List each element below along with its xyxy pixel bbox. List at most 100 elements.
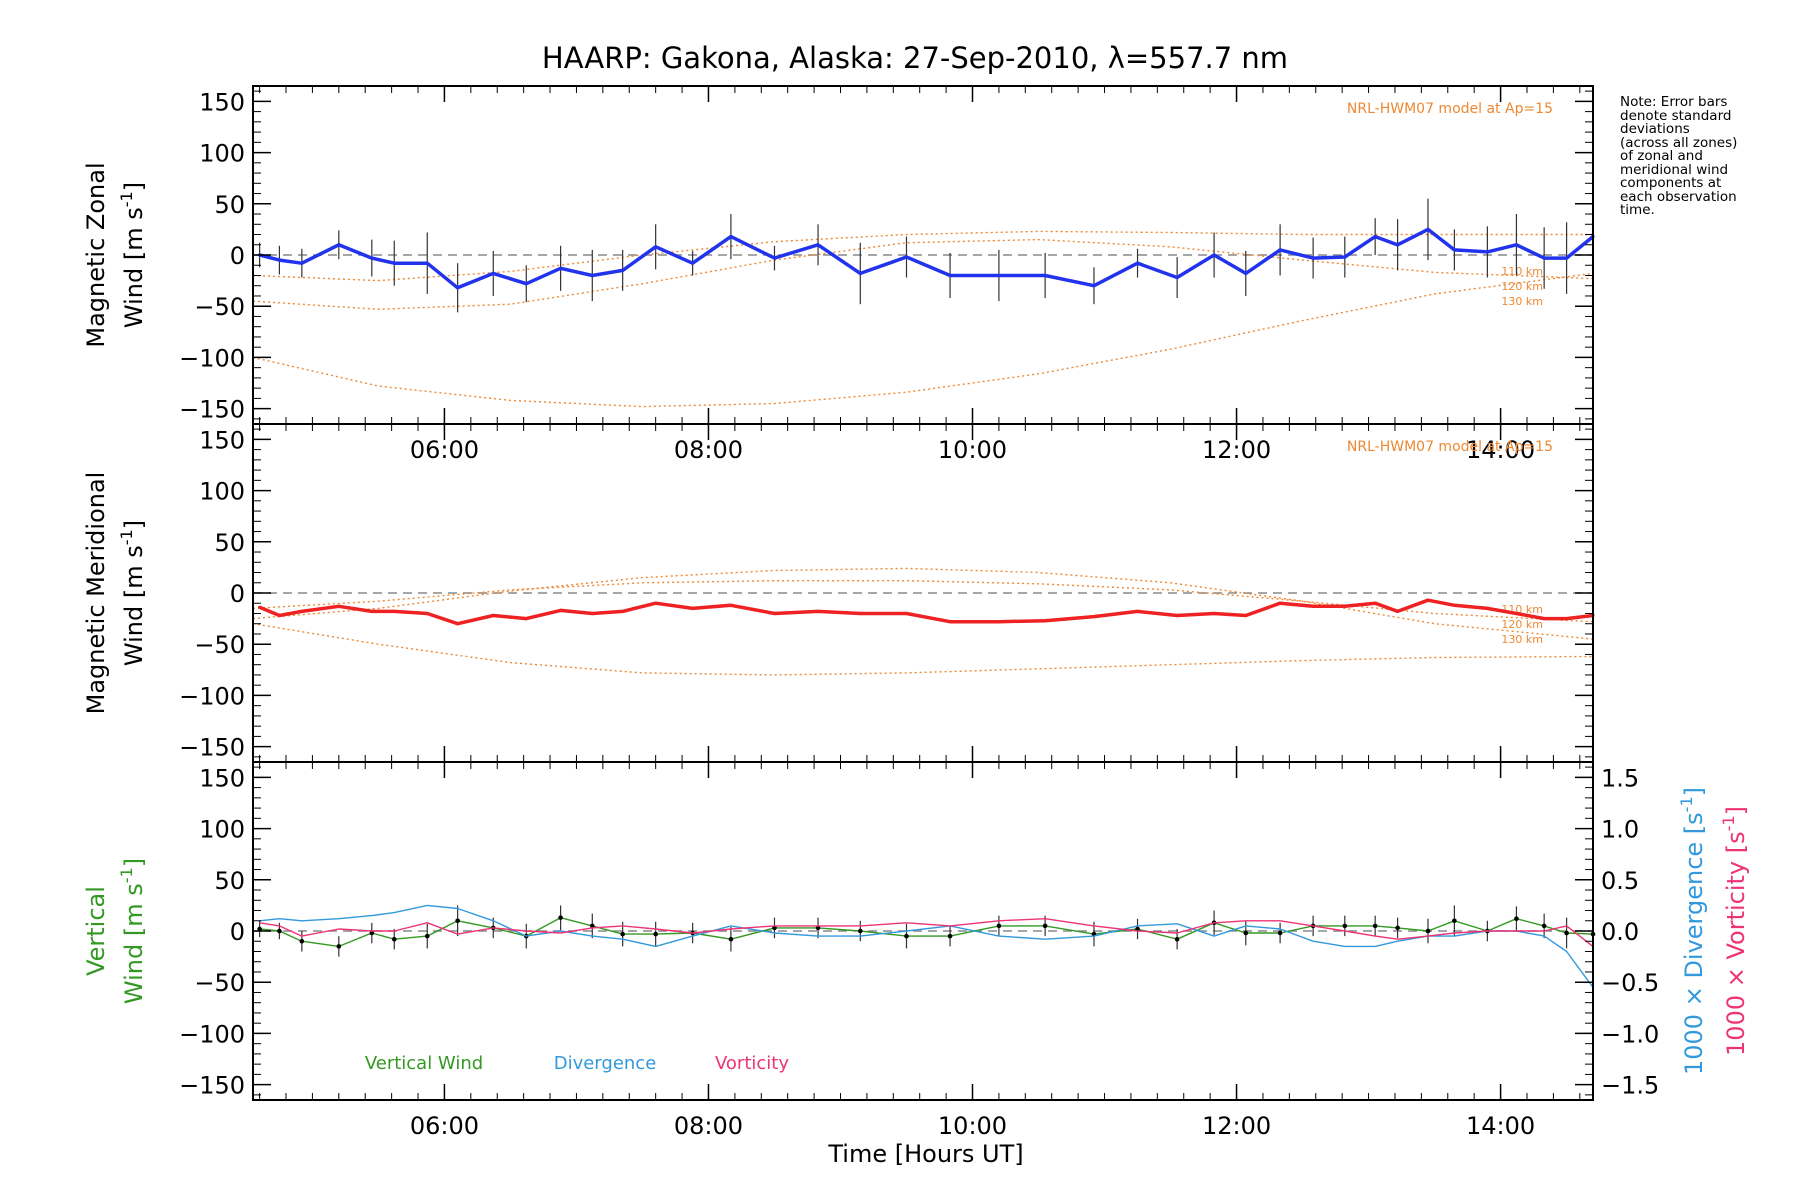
vertical-wind-point xyxy=(1174,936,1180,942)
y-axis-label-end: ] xyxy=(120,520,148,529)
x-tick-label: 12:00 xyxy=(1202,436,1271,464)
y2-divergence-label-text: 1000 × Divergence [s xyxy=(1680,812,1708,1075)
y-axis-label-text: Wind [m s xyxy=(120,207,148,328)
model-label: NRL-HWM07 model at Ap=15 xyxy=(1347,101,1553,117)
model-curve-130-km xyxy=(252,230,1593,282)
model-curve-110-km xyxy=(252,623,1594,676)
magnetic-zonal-wind-point xyxy=(816,243,820,247)
figure-title: HAARP: Gakona, Alaska: 27-Sep-2010, λ=55… xyxy=(542,41,1288,75)
magnetic-meridional-wind-point xyxy=(1373,601,1377,605)
magnetic-zonal-wind-point xyxy=(1426,227,1430,231)
magnetic-meridional-wind-point xyxy=(1426,598,1430,602)
magnetic-meridional-wind-point xyxy=(1278,601,1282,605)
magnetic-meridional-wind-point xyxy=(948,620,952,624)
y2-divergence-label-end: ] xyxy=(1680,787,1708,796)
magnetic-meridional-wind-point xyxy=(392,609,396,614)
vertical-wind-point xyxy=(391,936,397,942)
x-tick-label: 10:00 xyxy=(938,1112,1007,1140)
magnetic-zonal-wind-point xyxy=(1564,256,1569,260)
y2-tick-label: 0.0 xyxy=(1601,918,1639,946)
vertical-wind-point xyxy=(1372,923,1378,929)
model-curve-120-km xyxy=(252,238,1594,311)
y2-tick-label: 1.5 xyxy=(1601,764,1639,792)
y-axis-label-sup: -1 xyxy=(117,529,136,545)
x-tick-label: 08:00 xyxy=(674,436,743,464)
magnetic-meridional-wind-point xyxy=(300,609,304,614)
y-axis-label-text: Wind [m s xyxy=(120,545,148,666)
legend-item: Divergence xyxy=(554,1053,657,1074)
magnetic-meridional-wind-point xyxy=(691,606,695,610)
y-tick-label: 50 xyxy=(214,191,245,219)
magnetic-meridional-wind-point xyxy=(1092,614,1096,619)
model-curve-110-km xyxy=(252,272,1594,408)
vertical-wind-point xyxy=(1564,930,1569,936)
vorticity-line xyxy=(259,918,1594,947)
vertical-wind-point xyxy=(1042,923,1048,929)
vertical-wind-point xyxy=(1541,923,1547,929)
magnetic-zonal-wind-point xyxy=(370,256,374,260)
y2-vorticity-label-sup: -1 xyxy=(1719,815,1738,831)
magnetic-zonal-wind-point xyxy=(590,273,594,278)
magnetic-meridional-wind-point xyxy=(1343,604,1347,608)
y2-vorticity-label-text: 1000 × Vorticity [s xyxy=(1722,831,1750,1056)
vertical-wind-point xyxy=(369,930,375,936)
y2-tick-label: −1.5 xyxy=(1601,1072,1659,1100)
magnetic-meridional-wind-point xyxy=(590,611,594,616)
y-tick-label: −150 xyxy=(179,734,245,762)
y-tick-label: −50 xyxy=(194,293,245,321)
vertical-wind-point xyxy=(996,923,1002,929)
y-tick-label: 0 xyxy=(230,242,245,270)
legend-item: Vertical Wind xyxy=(365,1053,483,1074)
y-tick-label: −100 xyxy=(179,682,245,710)
y-tick-label: −150 xyxy=(179,396,245,424)
magnetic-meridional-wind-point xyxy=(1135,609,1140,614)
magnetic-zonal-wind-point xyxy=(729,234,733,239)
magnetic-meridional-wind-point xyxy=(729,603,733,607)
y-tick-label: −100 xyxy=(179,344,245,372)
magnetic-meridional-wind-point xyxy=(1043,619,1047,623)
magnetic-zonal-wind-point xyxy=(277,258,282,262)
magnetic-meridional-wind-point xyxy=(1485,606,1489,610)
x-tick-label: 06:00 xyxy=(410,1112,479,1140)
vertical-wind-point xyxy=(1395,925,1400,931)
y2-tick-label: −1.0 xyxy=(1601,1020,1659,1048)
x-tick-label: 12:00 xyxy=(1202,1112,1271,1140)
x-axis-label: Time [Hours UT] xyxy=(827,1140,1023,1168)
legend-item: Vorticity xyxy=(715,1053,789,1074)
vertical-wind-point xyxy=(424,933,430,939)
vertical-wind-point xyxy=(299,938,305,944)
vertical-wind-point xyxy=(1135,926,1140,932)
x-tick-label: 14:00 xyxy=(1466,436,1535,464)
y-tick-label: −100 xyxy=(179,1020,245,1048)
magnetic-meridional-wind-point xyxy=(654,601,658,605)
vertical-wind-point xyxy=(1452,918,1457,924)
y2-tick-label: 0.5 xyxy=(1601,867,1639,895)
y-tick-label: 100 xyxy=(199,478,245,506)
vertical-wind-point xyxy=(728,936,734,942)
model-altitude-label: 130 km xyxy=(1501,295,1543,308)
y2-tick-label: −0.5 xyxy=(1601,969,1659,997)
y-tick-label: 0 xyxy=(230,580,245,608)
y2-tick-label: 1.0 xyxy=(1601,816,1639,844)
y2-vorticity-label-end: ] xyxy=(1722,806,1750,815)
magnetic-meridional-wind-point xyxy=(997,620,1001,624)
vertical-wind-point xyxy=(904,933,909,939)
magnetic-zonal-wind-point xyxy=(691,261,695,265)
y-axis-label-text: Wind [m s xyxy=(120,883,148,1004)
vertical-wind-point xyxy=(815,925,821,931)
y-tick-label: 100 xyxy=(199,816,245,844)
magnetic-meridional-wind-point xyxy=(1452,603,1456,607)
vertical-wind-point xyxy=(1342,923,1348,929)
model-altitude-label: 120 km xyxy=(1501,618,1543,631)
y-axis-label-line2: Wind [m s-1] xyxy=(117,858,148,1004)
magnetic-meridional-wind-point xyxy=(816,609,820,614)
magnetic-meridional-wind-point xyxy=(1212,611,1216,616)
magnetic-zonal-wind-point xyxy=(858,271,862,276)
y-axis-label-line2: Wind [m s-1] xyxy=(117,520,148,666)
magnetic-zonal-wind-point xyxy=(1212,253,1216,257)
vertical-wind-point xyxy=(1243,930,1249,936)
magnetic-zonal-wind-point xyxy=(300,261,304,265)
model-altitude-label: 130 km xyxy=(1501,633,1543,646)
y-tick-label: 0 xyxy=(230,918,245,946)
